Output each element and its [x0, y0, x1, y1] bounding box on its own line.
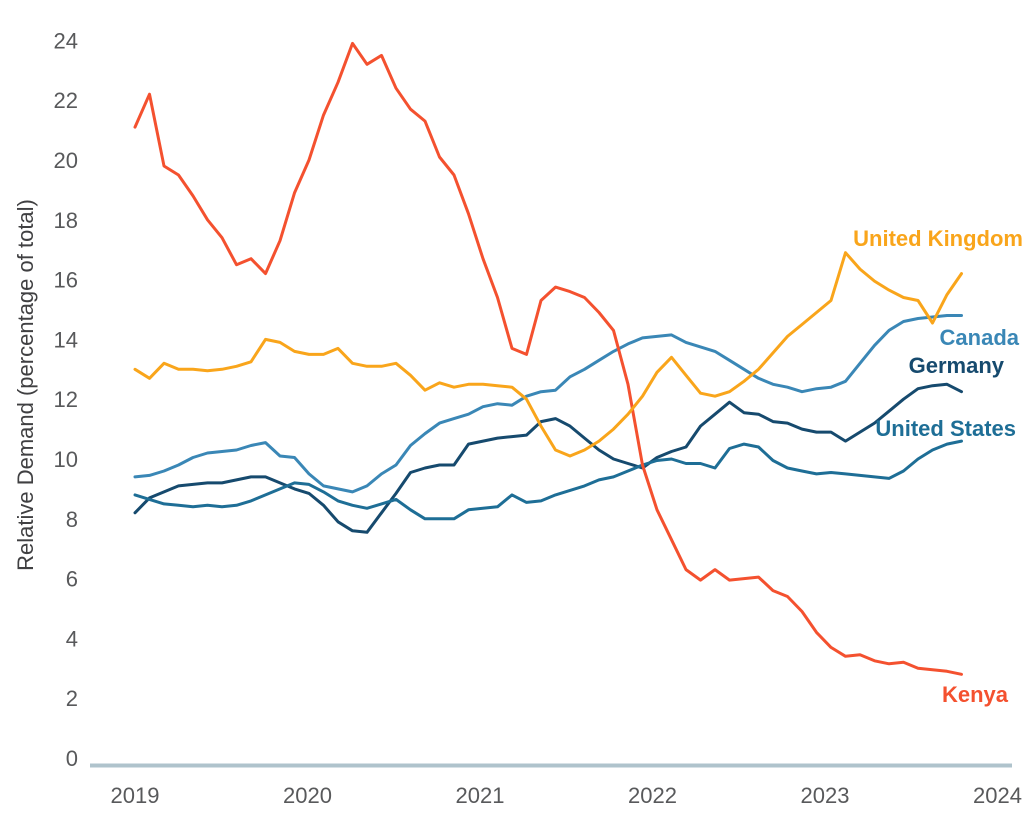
series-label-germany: Germany	[909, 353, 1005, 378]
series-label-canada: Canada	[940, 325, 1020, 350]
line-united-states	[133, 439, 963, 521]
y-tick-label: 18	[54, 208, 78, 233]
y-axis-title: Relative Demand (percentage of total)	[13, 199, 38, 571]
line-united-kingdom	[133, 251, 963, 458]
y-tick-label: 0	[66, 746, 78, 771]
y-tick-label: 10	[54, 447, 78, 472]
x-tick-label: 2019	[111, 783, 160, 808]
y-tick-label: 6	[66, 567, 78, 592]
x-tick-label: 2020	[283, 783, 332, 808]
y-tick-label: 16	[54, 268, 78, 293]
y-tick-label: 12	[54, 387, 78, 412]
x-tick-label: 2021	[456, 783, 505, 808]
line-kenya	[133, 41, 963, 676]
series-label-united-states: United States	[875, 416, 1016, 441]
line-canada	[133, 314, 963, 494]
y-tick-label: 22	[54, 88, 78, 113]
x-tick-label: 2022	[628, 783, 677, 808]
y-tick-label: 14	[54, 327, 78, 352]
x-tick-label: 2024	[973, 783, 1022, 808]
series-label-kenya: Kenya	[942, 682, 1009, 707]
y-tick-label: 4	[66, 626, 78, 651]
y-tick-label: 2	[66, 686, 78, 711]
x-tick-label: 2023	[801, 783, 850, 808]
line-germany	[133, 382, 963, 534]
y-tick-label: 24	[54, 28, 78, 53]
y-tick-label: 20	[54, 148, 78, 173]
y-tick-label: 8	[66, 507, 78, 532]
series-label-united-kingdom: United Kingdom	[853, 226, 1023, 251]
